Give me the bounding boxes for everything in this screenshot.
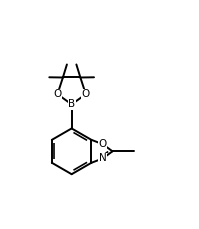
- Text: O: O: [53, 89, 62, 99]
- Text: O: O: [82, 89, 90, 99]
- Text: N: N: [99, 153, 107, 164]
- Text: B: B: [68, 99, 75, 109]
- Text: O: O: [99, 139, 107, 149]
